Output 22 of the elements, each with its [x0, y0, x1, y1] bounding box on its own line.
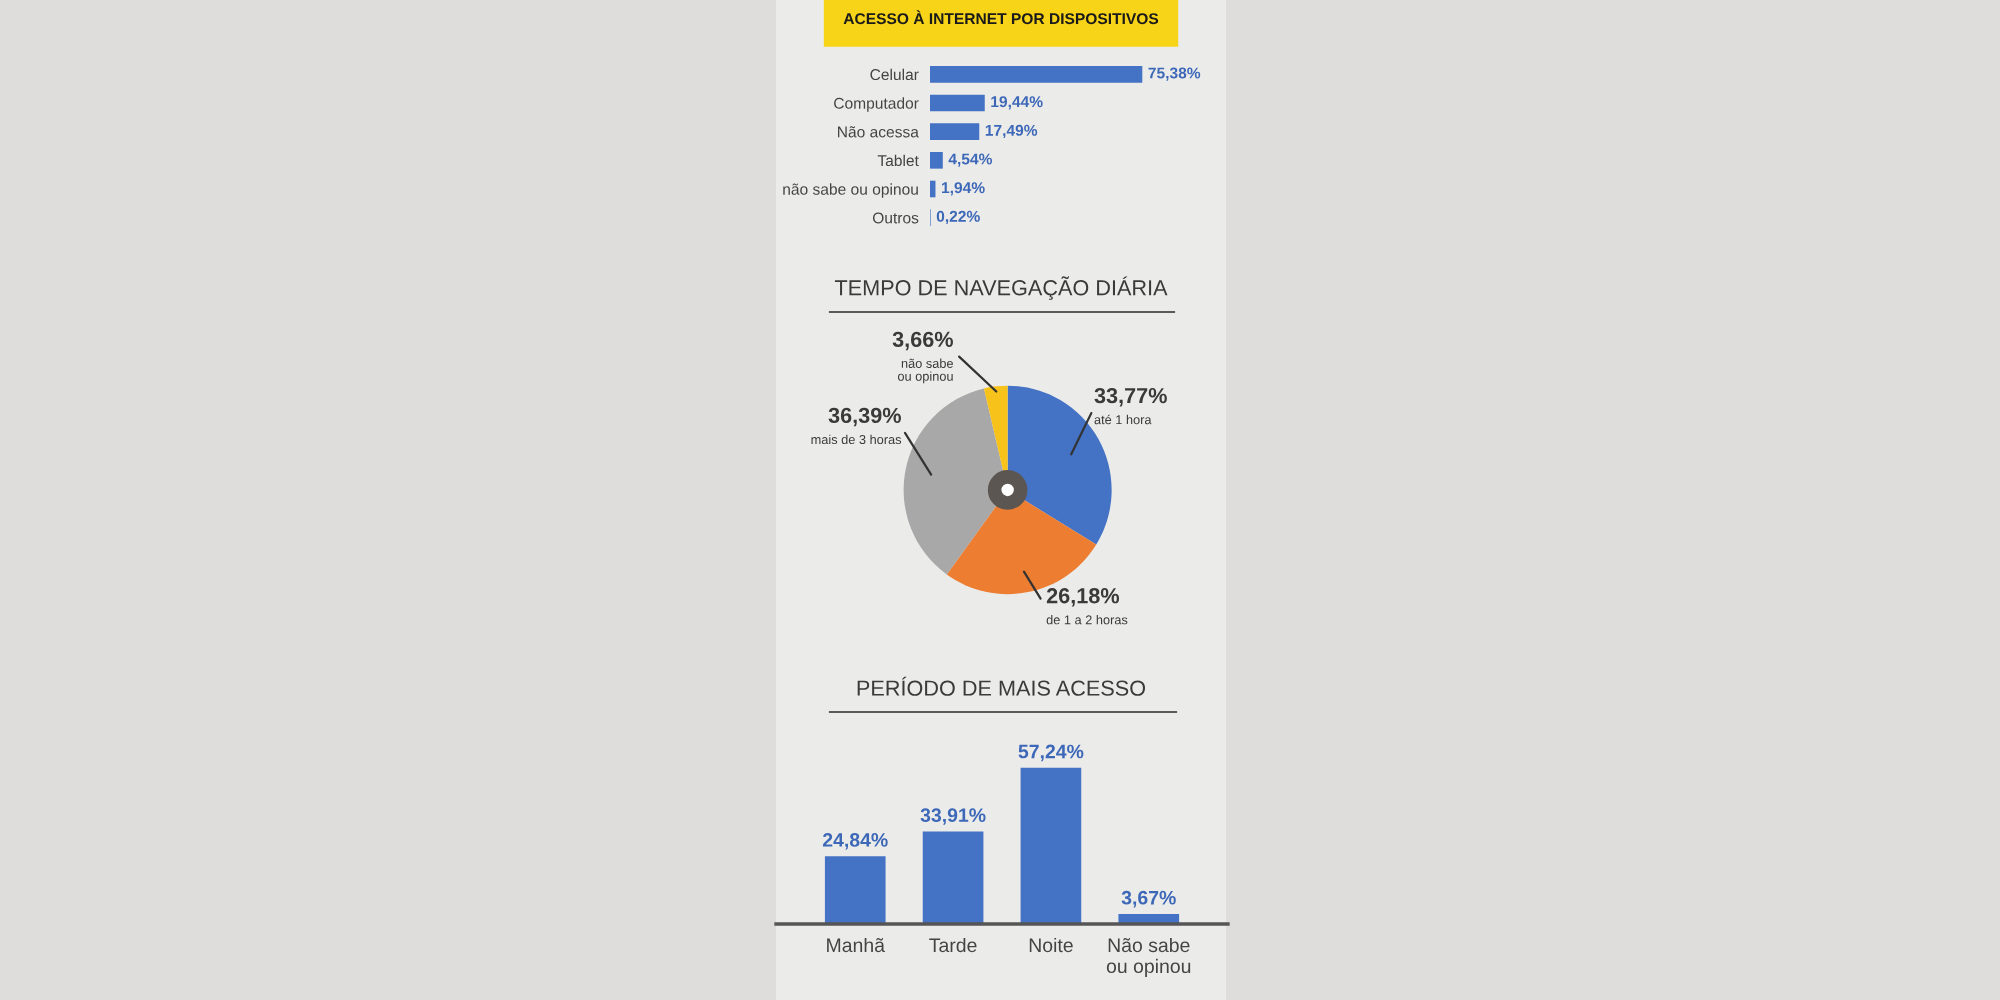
bar — [930, 66, 1143, 83]
chart-title: TEMPO DE NAVEGAÇÃO DIÁRIA — [834, 276, 1168, 300]
chart-title: PERÍODO DE MAIS ACESSO — [857, 676, 1146, 696]
bar — [930, 123, 980, 140]
bar — [930, 94, 985, 112]
bar — [922, 831, 984, 924]
x-tick-label: Tarde — [929, 937, 977, 953]
x-tick-label: Não sabe ou opinou — [1106, 937, 1191, 977]
bar — [824, 856, 886, 924]
bar — [1020, 767, 1082, 924]
data-label: 33,91% — [920, 808, 986, 825]
data-label: 57,24% — [1018, 744, 1084, 762]
pie-slice — [903, 388, 1008, 575]
bar — [930, 152, 943, 169]
data-label: 3,67% — [1121, 890, 1176, 908]
data-label: 26,18% — [1046, 588, 1120, 607]
x-tick-label: Noite — [1029, 937, 1073, 953]
data-label: 3,66% — [892, 331, 953, 351]
data-label: 33,77% — [1094, 387, 1167, 407]
x-tick-label: Manhã — [827, 937, 885, 953]
data-label: 36,39% — [828, 407, 901, 427]
data-label: 24,84% — [822, 833, 888, 850]
